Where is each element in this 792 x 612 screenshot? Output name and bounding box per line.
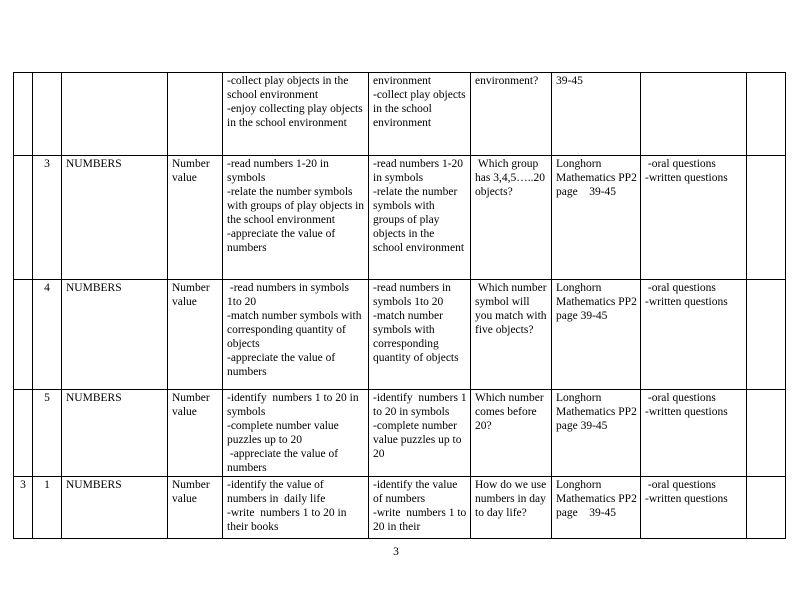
cell-assessment: -oral questions -written questions <box>640 279 747 390</box>
cell-assessment: -oral questions -written questions <box>640 155 747 280</box>
cell-strand <box>61 72 168 156</box>
table-row: -collect play objects in the school envi… <box>13 72 786 156</box>
cell-week <box>13 72 33 156</box>
cell-lesson: 1 <box>32 476 62 539</box>
cell-lesson: 5 <box>32 389 62 477</box>
cell-resources: Longhorn Mathematics PP2 page 39-45 <box>551 476 641 539</box>
cell-sub-strand: Number value <box>167 389 223 477</box>
cell-sub-strand <box>167 72 223 156</box>
cell-outcomes: -read numbers 1-20 in symbols -relate the… <box>222 155 369 280</box>
cell-strand: NUMBERS <box>61 279 168 390</box>
cell-remarks <box>746 155 786 280</box>
cell-outcomes: -identify the value of numbers in daily … <box>222 476 369 539</box>
cell-strand: NUMBERS <box>61 389 168 477</box>
cell-activities: -read numbers 1-20 in symbols -relate the… <box>368 155 471 280</box>
cell-resources: Longhorn Mathematics PP2 page 39-45 <box>551 155 641 280</box>
cell-outcomes: -identify numbers 1 to 20 in symbols -com… <box>222 389 369 477</box>
cell-lesson <box>32 72 62 156</box>
cell-lesson: 4 <box>32 279 62 390</box>
cell-remarks <box>746 476 786 539</box>
scheme-of-work-table: -collect play objects in the school envi… <box>13 72 786 539</box>
table-row: 4 NUMBERS Number value -read numbers in sy… <box>13 279 786 390</box>
cell-outcomes: -collect play objects in the school envi… <box>222 72 369 156</box>
cell-sub-strand: Number value <box>167 155 223 280</box>
cell-sub-strand: Number value <box>167 279 223 390</box>
cell-key-inquiry: environment? <box>470 72 552 156</box>
cell-week: 3 <box>13 476 33 539</box>
cell-remarks <box>746 72 786 156</box>
cell-key-inquiry: Which group has 3,4,5…..20 objects? <box>470 155 552 280</box>
page-number: 3 <box>393 546 399 558</box>
cell-lesson: 3 <box>32 155 62 280</box>
cell-resources: 39-45 <box>551 72 641 156</box>
cell-week <box>13 279 33 390</box>
cell-key-inquiry: How do we use numbers in day to day life… <box>470 476 552 539</box>
cell-resources: Longhorn Mathematics PP2 page 39-45 <box>551 389 641 477</box>
cell-activities: -identify numbers 1 to 20 in symbols -com… <box>368 389 471 477</box>
cell-sub-strand: Number value <box>167 476 223 539</box>
table-row: 3 1 NUMBERS Number value -identify the value… <box>13 476 786 539</box>
cell-activities: -identify the value of numbers -write num… <box>368 476 471 539</box>
cell-activities: -read numbers in symbols 1to 20 -match nu… <box>368 279 471 390</box>
cell-key-inquiry: Which number symbol will you match with … <box>470 279 552 390</box>
cell-assessment <box>640 72 747 156</box>
cell-activities: environment -collect play objects in the … <box>368 72 471 156</box>
table-row: 5 NUMBERS Number value -identify numbers 1 … <box>13 389 786 477</box>
cell-outcomes: -read numbers in symbols 1to 20 -match nu… <box>222 279 369 390</box>
table-row: 3 NUMBERS Number value -read numbers 1-20 i… <box>13 155 786 280</box>
cell-strand: NUMBERS <box>61 155 168 280</box>
cell-key-inquiry: Which number comes before 20? <box>470 389 552 477</box>
cell-week <box>13 389 33 477</box>
scheme-table-body: -collect play objects in the school envi… <box>13 72 786 539</box>
cell-week <box>13 155 33 280</box>
cell-strand: NUMBERS <box>61 476 168 539</box>
cell-assessment: -oral questions -written questions <box>640 476 747 539</box>
cell-remarks <box>746 279 786 390</box>
cell-assessment: -oral questions -written questions <box>640 389 747 477</box>
cell-remarks <box>746 389 786 477</box>
cell-resources: Longhorn Mathematics PP2 page 39-45 <box>551 279 641 390</box>
